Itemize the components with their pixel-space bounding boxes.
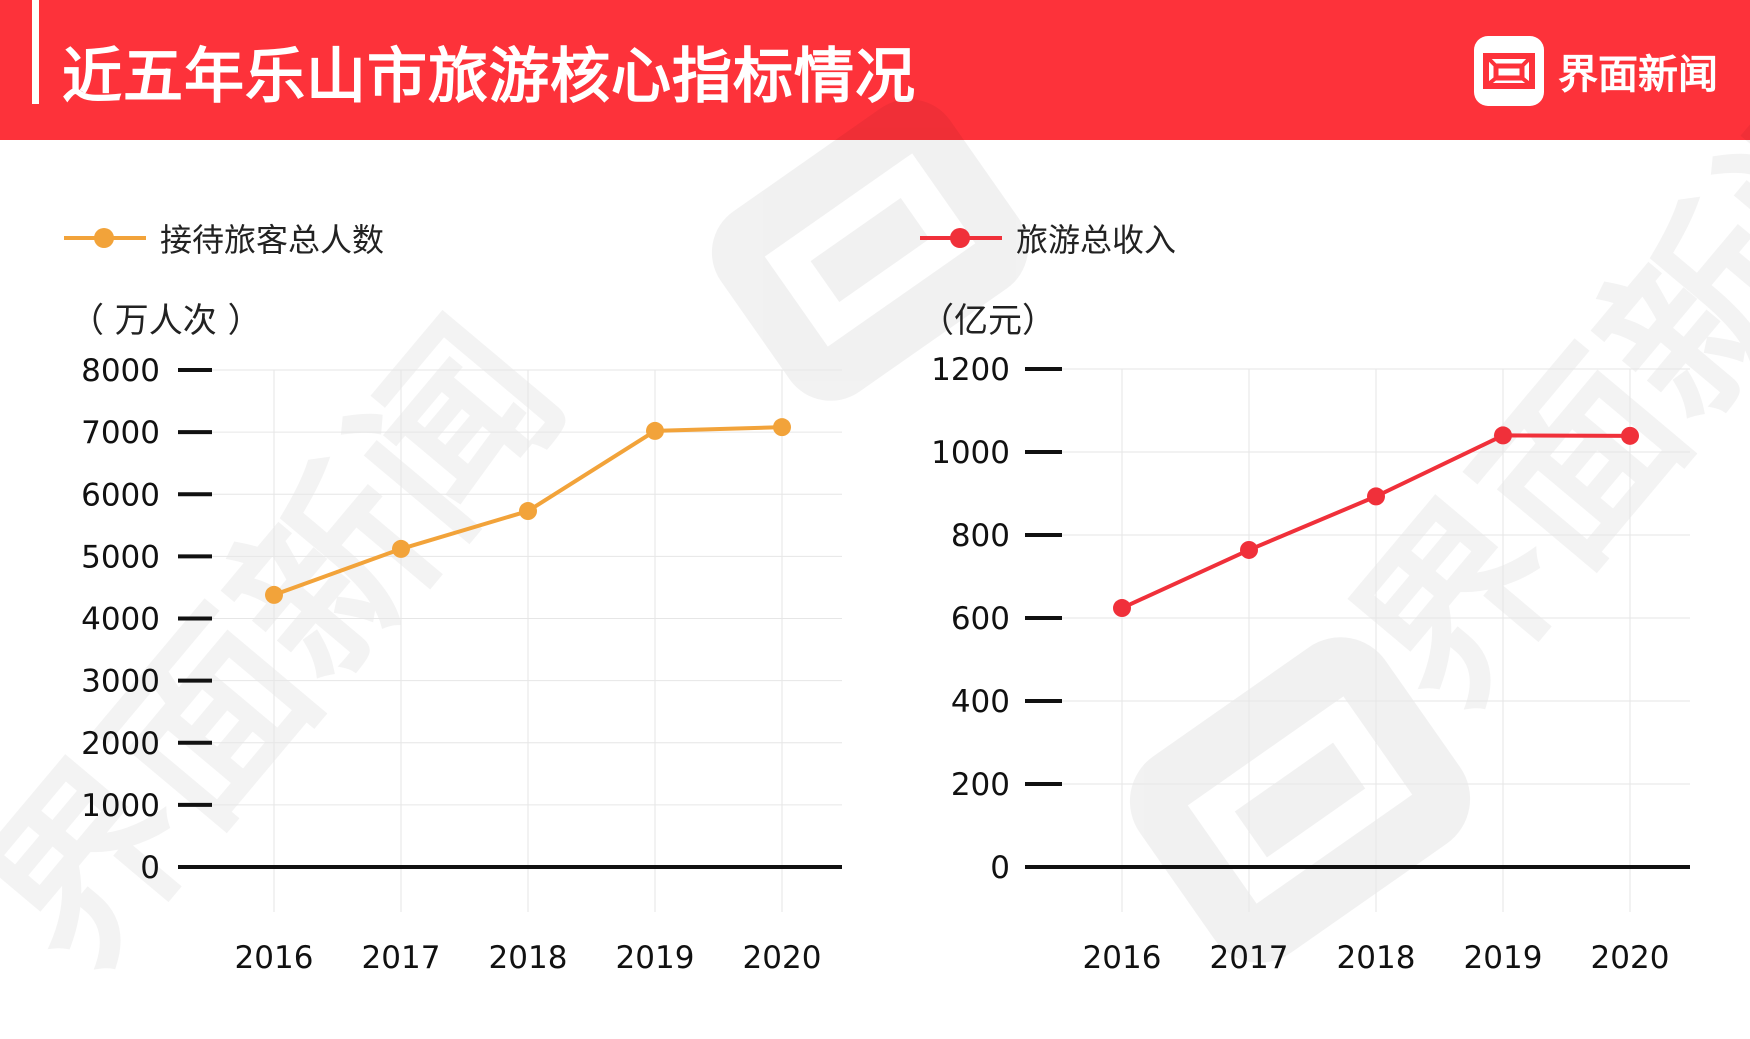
visitors-x-tick-label: 2020 <box>743 940 822 976</box>
revenue-x-tick-label: 2019 <box>1464 940 1543 976</box>
revenue-x-tick-label: 2020 <box>1591 940 1670 976</box>
revenue-y-tick-label: 800 <box>951 518 1010 554</box>
legend-label-revenue: 旅游总收入 <box>1016 221 1177 259</box>
revenue-data-point <box>1494 426 1512 445</box>
legend-label-visitors: 接待旅客总人数 <box>160 221 385 259</box>
revenue-y-tick-label: 200 <box>951 767 1010 803</box>
visitors-y-tick-label: 7000 <box>81 415 160 451</box>
revenue-y-tick-label: 0 <box>990 850 1010 886</box>
legend-revenue: 旅游总收入 <box>920 213 1176 263</box>
legend-swatch-visitors <box>64 228 146 248</box>
visitors-x-tick-label: 2019 <box>616 940 695 976</box>
visitors-data-point <box>773 418 791 437</box>
brand-name: 界面新闻 <box>1558 52 1718 98</box>
watermark-logo-icon <box>1129 637 1471 963</box>
header-accent-bar <box>32 0 39 104</box>
visitors-y-tick-label: 8000 <box>81 353 160 389</box>
header-banner: 近五年乐山市旅游核心指标情况 界面新闻 <box>0 0 1750 140</box>
legend-visitors: 接待旅客总人数 <box>64 213 384 263</box>
visitors-y-tick-label: 1000 <box>81 788 160 824</box>
revenue-x-tick-label: 2017 <box>1210 940 1289 976</box>
visitors-y-tick-label: 6000 <box>81 477 160 513</box>
revenue-data-point <box>1621 426 1639 445</box>
revenue-data-point <box>1240 540 1258 559</box>
page-title: 近五年乐山市旅游核心指标情况 <box>62 42 916 112</box>
revenue-x-tick-label: 2016 <box>1083 940 1162 976</box>
revenue-y-tick-label: 600 <box>951 601 1010 637</box>
visitors-data-point <box>646 421 664 440</box>
visitors-data-point <box>392 539 410 558</box>
unit-label-visitors: （ 万人次 ） <box>70 301 262 341</box>
unit-label-revenue: （亿元） <box>920 301 1056 341</box>
visitors-data-point <box>519 502 537 521</box>
revenue-data-point <box>1113 599 1131 618</box>
visitors-data-point <box>265 585 283 604</box>
jiemian-logo-icon <box>1474 36 1544 106</box>
visitors-y-tick-label: 0 <box>140 850 160 886</box>
revenue-data-point <box>1367 487 1385 506</box>
watermark-logo-icon <box>711 99 1029 401</box>
visitors-y-tick-label: 3000 <box>81 664 160 700</box>
visitors-x-tick-label: 2016 <box>235 940 314 976</box>
visitors-y-tick-label: 5000 <box>81 539 160 575</box>
visitors-x-tick-label: 2018 <box>489 940 568 976</box>
revenue-y-tick-label: 400 <box>951 684 1010 720</box>
revenue-y-tick-label: 1000 <box>931 435 1010 471</box>
visitors-y-tick-label: 4000 <box>81 602 160 638</box>
visitors-x-tick-label: 2017 <box>362 940 441 976</box>
revenue-y-tick-label: 1200 <box>931 352 1010 388</box>
revenue-x-tick-label: 2018 <box>1337 940 1416 976</box>
brand: 界面新闻 <box>1474 36 1718 106</box>
visitors-y-tick-label: 2000 <box>81 726 160 762</box>
legend-swatch-revenue <box>920 228 1002 248</box>
